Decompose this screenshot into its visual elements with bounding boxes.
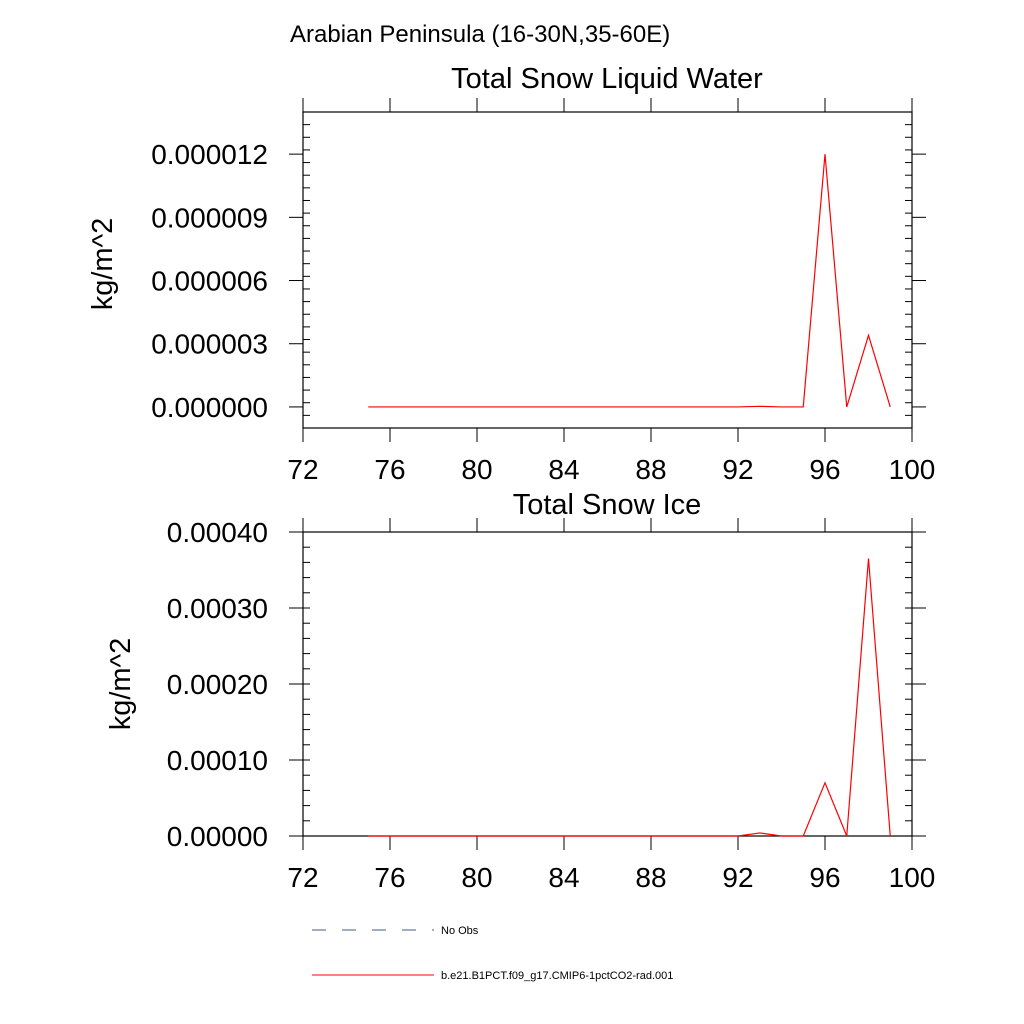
y-tick-label-snow-ice: 0.00000 [167,821,268,852]
region-title: Arabian Peninsula (16-30N,35-60E) [290,21,670,48]
plot-frame-snow-ice [302,531,913,837]
y-tick-label-snow-ice: 0.00020 [167,669,268,700]
x-tick-label-snow-liquid-water: 92 [722,454,753,485]
x-tick-label-snow-liquid-water: 76 [374,454,405,485]
y-tick-label-snow-ice: 0.00010 [167,745,268,776]
x-tick-label-snow-ice: 72 [287,862,318,893]
y-axis-label-snow-liquid-water: kg/m^2 [87,218,119,311]
y-tick-label-snow-ice: 0.00040 [167,517,268,548]
panel-title-snow-liquid-water: Total Snow Liquid Water [451,63,763,95]
y-tick-label-snow-liquid-water: 0.000009 [151,202,268,233]
legend-label-model: b.e21.B1PCT.f09_g17.CMIP6-1pctCO2-rad.00… [441,970,673,982]
panel-snow-ice: Total Snow Ice kg/m^2 72 76 80 84 88 92 96 100 0… [105,489,935,893]
y-tick-label-snow-liquid-water: 0.000012 [151,139,268,170]
x-tick-label-snow-ice: 88 [635,862,666,893]
legend: No Obs b.e21.B1PCT.f09_g17.CMIP6-1pctCO2… [312,925,673,982]
x-tick-label-snow-liquid-water: 72 [287,454,318,485]
x-tick-label-snow-liquid-water: 84 [548,454,579,485]
x-tick-label-snow-ice: 76 [374,862,405,893]
x-tick-label-snow-liquid-water: 88 [635,454,666,485]
plot-frame-snow-liquid-water [302,111,913,429]
x-tick-label-snow-liquid-water: 96 [809,454,840,485]
x-tick-label-snow-ice: 80 [461,862,492,893]
y-tick-label-snow-liquid-water: 0.000000 [151,392,268,423]
x-tick-label-snow-ice: 100 [889,862,936,893]
y-axis-label-snow-ice: kg/m^2 [105,638,137,731]
series-line-snow-ice [368,558,891,837]
x-tick-label-snow-liquid-water: 80 [461,454,492,485]
legend-label-no-obs: No Obs [441,925,479,937]
y-tick-label-snow-liquid-water: 0.000006 [151,266,268,297]
x-tick-label-snow-ice: 92 [722,862,753,893]
series-line-snow-liquid-water [368,154,891,408]
panel-title-snow-ice: Total Snow Ice [513,489,702,521]
x-tick-label-snow-ice: 84 [548,862,579,893]
x-tick-label-snow-liquid-water: 100 [889,454,936,485]
x-tick-label-snow-ice: 96 [809,862,840,893]
panel-snow-liquid-water: Total Snow Liquid Water kg/m^2 72 76 80 84 8… [87,63,935,485]
y-tick-label-snow-ice: 0.00030 [167,593,268,624]
y-tick-label-snow-liquid-water: 0.000003 [151,329,268,360]
